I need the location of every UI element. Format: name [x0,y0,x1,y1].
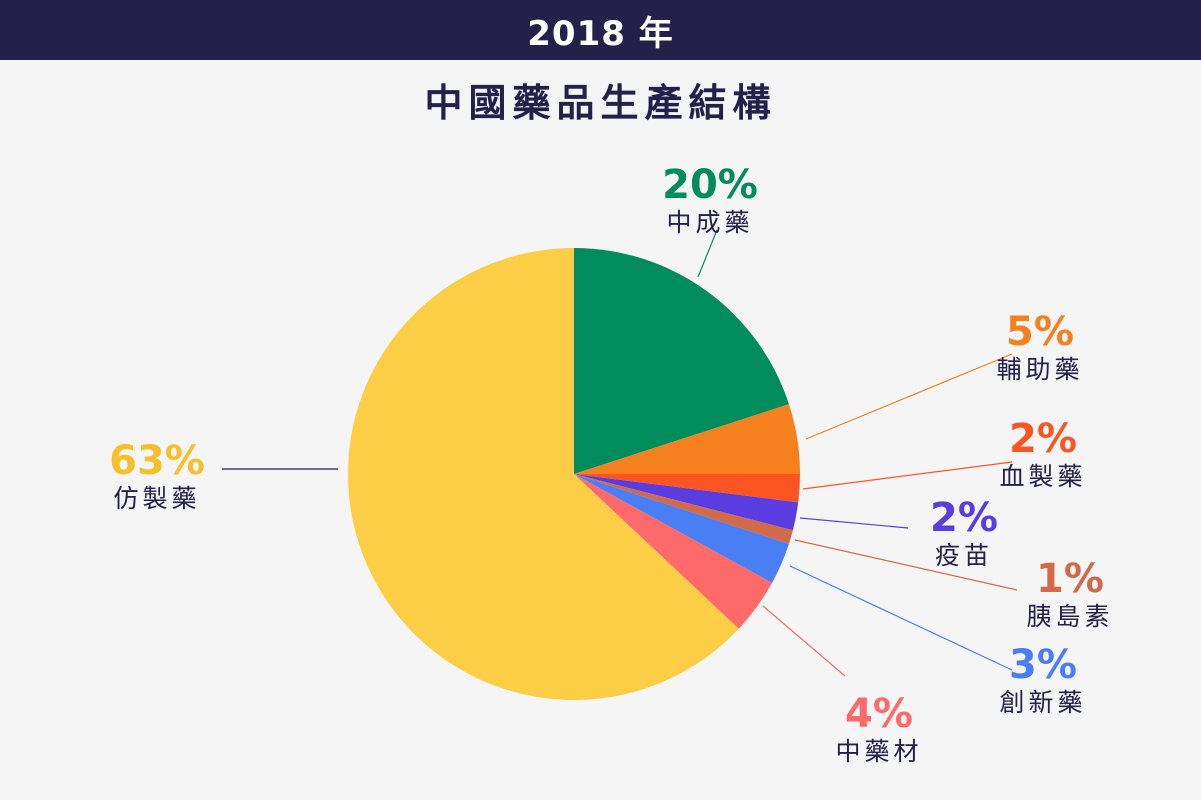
leader-line-5 [794,539,1018,591]
slice-category-label: 仿製藥 [113,484,200,513]
slice-percent-label: 3% [1009,642,1077,688]
slice-category-label: 中藥材 [835,737,922,766]
year-banner: 2018 年 [0,0,1201,60]
slice-category-label: 中成藥 [666,208,753,237]
leader-line-7 [762,605,846,677]
leader-line-1 [697,229,718,278]
pie-slice-5 [574,474,793,544]
pie-slices [348,248,800,700]
leader-lines [222,229,1018,677]
slice-category-label: 血製藥 [999,462,1086,491]
slice-percent-label: 1% [1036,556,1104,602]
pie-slice-2 [574,404,800,474]
pie-slice-6 [574,474,789,583]
slice-percent-label: 2% [930,495,998,541]
slice-labels: 20%中成藥5%輔助藥2%血製藥2%疫苗1%胰島素3%創新藥4%中藥材63%仿製… [109,162,1113,766]
leader-line-2 [805,353,1013,440]
leader-line-3 [802,461,1013,490]
year-text: 2018 年 [527,13,674,54]
pie-slice-4 [574,474,799,531]
slice-category-label: 疫苗 [935,541,993,570]
slice-percent-label: 2% [1009,416,1077,462]
leader-line-4 [799,517,909,529]
slice-category-label: 胰島素 [1026,602,1113,631]
pie-slice-8 [348,248,739,700]
slice-percent-label: 5% [1006,309,1074,355]
slice-percent-label: 4% [845,691,913,737]
slice-percent-label: 63% [109,438,205,484]
slice-category-label: 創新藥 [999,688,1086,717]
pie-slice-1 [574,248,789,474]
leader-line-6 [789,565,1013,671]
pie-slice-7 [574,474,773,629]
pie-slice-3 [574,474,800,503]
slice-percent-label: 20% [662,162,758,208]
slice-category-label: 輔助藥 [996,355,1083,384]
chart-title: 中國藥品生產結構 [424,81,777,125]
